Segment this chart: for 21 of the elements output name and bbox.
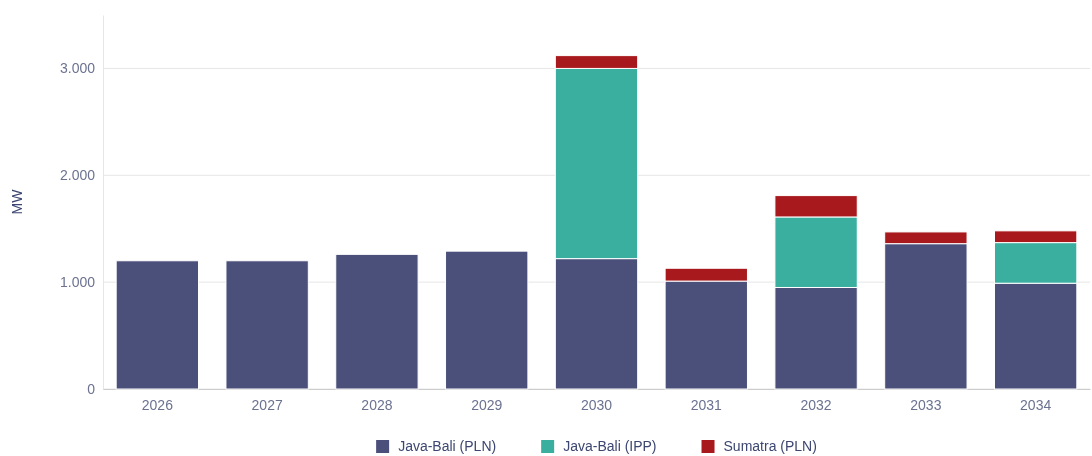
legend-label: Java-Bali (IPP) [563, 438, 657, 454]
legend-label: Sumatra (PLN) [723, 438, 817, 454]
y-tick-label: 1.000 [59, 274, 96, 291]
x-tick-label: 2033 [910, 396, 942, 413]
bar [445, 250, 529, 390]
x-tick-label: 2026 [141, 396, 174, 413]
x-tick-label: 2029 [471, 396, 503, 413]
bar [225, 260, 309, 390]
legend-label: Java-Bali (PLN) [398, 438, 497, 454]
x-tick-label: 2028 [361, 396, 393, 413]
y-axis-title: MW [9, 188, 25, 215]
x-tick-label: 2027 [251, 396, 283, 413]
bar [115, 260, 200, 390]
y-tick-label: 0 [87, 380, 96, 397]
x-tick-label: 2031 [690, 396, 723, 413]
x-tick-label: 2034 [1020, 396, 1052, 413]
x-tick-label: 2030 [580, 396, 613, 413]
x-tick-label: 2032 [800, 396, 832, 413]
y-tick-label: 2.000 [59, 167, 96, 184]
bar [335, 253, 419, 390]
y-tick-label: 3.000 [59, 60, 96, 77]
